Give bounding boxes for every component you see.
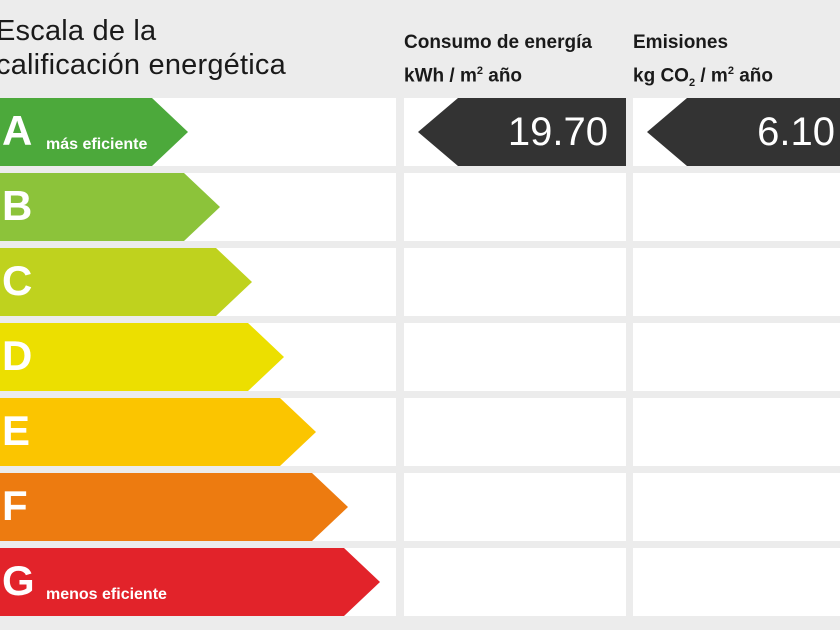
grade-arrow-shape: [0, 173, 220, 241]
emisiones-unit: kg CO2 / m2 año: [633, 65, 773, 90]
grade-letter: E: [2, 407, 31, 454]
scale-cell: E: [0, 398, 396, 466]
grade-letter: C: [2, 257, 33, 304]
consumo-title: Consumo de energía: [404, 32, 592, 53]
grade-arrow-shape: [0, 248, 252, 316]
scale-title-line1: Escala de la: [0, 15, 157, 47]
grade-letter: B: [2, 182, 33, 229]
rating-row-c: C: [0, 248, 840, 316]
rating-row-e: E: [0, 398, 840, 466]
emisiones-cell: [633, 323, 840, 391]
rating-row-b: B: [0, 173, 840, 241]
grade-arrow-shape: [0, 398, 316, 466]
grade-arrow-d: D: [0, 323, 284, 391]
grade-arrow-shape: [0, 473, 348, 541]
indicator-value: 6.10: [757, 110, 835, 154]
consumo-cell: [404, 398, 626, 466]
rating-row-f: F: [0, 473, 840, 541]
consumo-unit: kWh / m2 año: [404, 65, 523, 87]
scale-cell: B: [0, 173, 396, 241]
consumo-header: Consumo de energía kWh / m2 año: [404, 29, 592, 90]
indicator-shape: [647, 98, 840, 166]
scale-cell: F: [0, 473, 396, 541]
grade-sublabel: más eficiente: [46, 136, 148, 153]
grade-arrow-f: F: [0, 473, 348, 541]
emisiones-cell: [633, 248, 840, 316]
scale-title-line2: calificación energética: [0, 49, 286, 81]
grade-letter: G: [2, 557, 35, 604]
consumo-indicator: 19.70: [418, 98, 626, 166]
emisiones-cell: [633, 473, 840, 541]
emisiones-cell: [633, 398, 840, 466]
grade-arrow-shape: [0, 98, 188, 166]
consumo-cell: [404, 173, 626, 241]
emisiones-cell: [633, 548, 840, 616]
emisiones-header: Emisiones kg CO2 / m2 año: [633, 29, 773, 97]
grade-arrow-shape: [0, 548, 380, 616]
grade-arrow-c: C: [0, 248, 252, 316]
grade-letter: F: [2, 482, 28, 529]
indicator-value: 19.70: [507, 110, 608, 154]
rating-row-d: D: [0, 323, 840, 391]
grade-letter: D: [2, 332, 33, 379]
emisiones-indicator: 6.10: [647, 98, 840, 166]
consumo-cell: [404, 473, 626, 541]
grade-sublabel: menos eficiente: [46, 586, 167, 603]
scale-title: Escala de la calificación energética: [0, 14, 286, 82]
indicator-shape: [418, 98, 626, 166]
emisiones-title: Emisiones: [633, 32, 729, 53]
grade-arrow-b: B: [0, 173, 220, 241]
consumo-cell: [404, 548, 626, 616]
consumo-cell: [404, 248, 626, 316]
emisiones-cell: [633, 173, 840, 241]
grade-arrow-shape: [0, 323, 284, 391]
emisiones-cell: 6.10: [633, 98, 840, 166]
consumo-cell: 19.70: [404, 98, 626, 166]
scale-cell: D: [0, 323, 396, 391]
grade-letter: A: [2, 107, 33, 154]
consumo-cell: [404, 323, 626, 391]
scale-cell: C: [0, 248, 396, 316]
grade-arrow-e: E: [0, 398, 316, 466]
